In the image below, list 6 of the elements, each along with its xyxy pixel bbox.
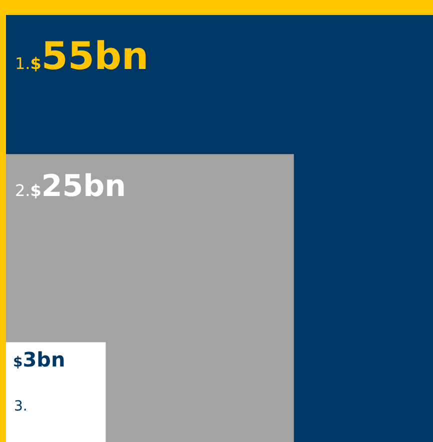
- category-label: 2.: [15, 181, 30, 200]
- data-label: $55bn: [30, 34, 149, 78]
- data-label: $3bn: [13, 347, 66, 372]
- category-label: 1.: [15, 54, 30, 73]
- data-label: $25bn: [30, 169, 126, 204]
- category-label: 3.: [14, 398, 28, 414]
